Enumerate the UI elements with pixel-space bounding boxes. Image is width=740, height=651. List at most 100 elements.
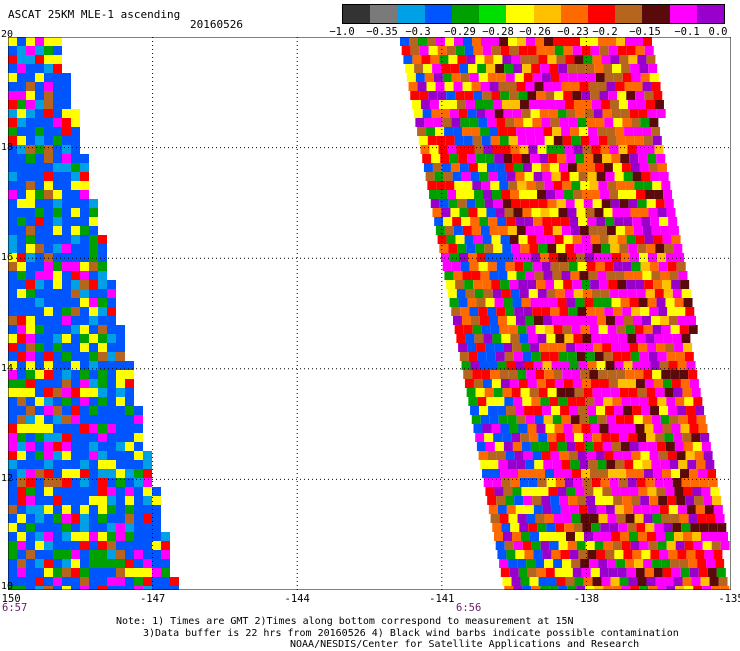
swath-cell bbox=[515, 217, 525, 226]
swath-cell bbox=[35, 343, 44, 352]
swath-cell bbox=[593, 487, 603, 496]
swath-cell bbox=[613, 118, 623, 127]
swath-cell bbox=[134, 532, 143, 541]
swath-cell bbox=[562, 181, 572, 190]
swath-cell bbox=[584, 154, 594, 163]
map-date: 20160526 bbox=[190, 18, 243, 31]
swath-cell bbox=[125, 361, 134, 370]
swath-cell bbox=[35, 163, 44, 172]
swath-cell bbox=[482, 469, 492, 478]
swath-cell bbox=[459, 352, 469, 361]
swath-cell bbox=[548, 442, 558, 451]
swath-cell bbox=[571, 370, 581, 379]
swath-cell bbox=[503, 154, 513, 163]
swath-cell bbox=[8, 82, 17, 91]
swath-cell bbox=[634, 559, 644, 568]
swath-cell bbox=[593, 109, 603, 118]
swath-cell bbox=[490, 37, 499, 46]
swath-cell bbox=[548, 343, 558, 352]
swath-cell bbox=[71, 307, 80, 316]
swath-cell bbox=[545, 46, 555, 55]
swath-cell bbox=[543, 460, 553, 469]
swath-cell bbox=[601, 199, 611, 208]
swath-cell bbox=[535, 514, 545, 523]
swath-cell bbox=[432, 208, 442, 217]
swath-cell bbox=[656, 298, 666, 307]
swath-cell bbox=[26, 280, 35, 289]
swath-cell bbox=[492, 100, 502, 109]
swath-cell bbox=[697, 559, 707, 568]
swath-cell bbox=[713, 505, 723, 514]
swath-cell bbox=[62, 478, 71, 487]
swath-cell bbox=[26, 532, 35, 541]
swath-cell bbox=[89, 361, 98, 370]
swath-cell bbox=[575, 442, 585, 451]
swath-cell bbox=[26, 289, 35, 298]
swath-cell bbox=[640, 451, 650, 460]
swath-cell bbox=[441, 253, 451, 262]
swath-cell bbox=[26, 451, 35, 460]
swath-cell bbox=[459, 64, 469, 73]
swath-cell bbox=[688, 325, 698, 334]
swath-cell bbox=[506, 361, 516, 370]
swath-cell bbox=[522, 163, 532, 172]
swath-cell bbox=[450, 208, 460, 217]
swath-cell bbox=[80, 514, 89, 523]
swath-cell bbox=[62, 586, 71, 590]
swath-cell bbox=[17, 397, 26, 406]
swath-cell bbox=[615, 271, 625, 280]
swath-cell bbox=[460, 73, 470, 82]
swath-cell bbox=[500, 424, 510, 433]
swath-cell bbox=[62, 280, 71, 289]
swath-cell bbox=[71, 523, 80, 532]
swath-cell bbox=[526, 559, 536, 568]
swath-cell bbox=[71, 298, 80, 307]
swath-cell bbox=[44, 379, 53, 388]
swath-cell bbox=[528, 190, 538, 199]
swath-cell bbox=[44, 109, 53, 118]
swath-cell bbox=[505, 496, 515, 505]
swath-cell bbox=[53, 253, 62, 262]
swath-cell bbox=[544, 181, 554, 190]
swath-cell bbox=[603, 64, 613, 73]
swath-cell bbox=[588, 271, 598, 280]
swath-cell bbox=[545, 235, 555, 244]
swath-cell bbox=[98, 253, 107, 262]
swath-cell bbox=[695, 406, 705, 415]
swath-cell bbox=[670, 325, 680, 334]
swath-cell bbox=[691, 532, 701, 541]
swath-cell bbox=[510, 145, 520, 154]
swath-cell bbox=[671, 568, 681, 577]
swath-cell bbox=[479, 172, 489, 181]
swath-cell bbox=[471, 82, 481, 91]
swath-cell bbox=[509, 424, 519, 433]
swath-cell bbox=[614, 217, 624, 226]
swath-cell bbox=[35, 37, 44, 46]
swath-cell bbox=[53, 181, 62, 190]
swath-cell bbox=[152, 559, 161, 568]
swath-cell bbox=[572, 235, 582, 244]
swath-cell bbox=[551, 217, 561, 226]
swath-cell bbox=[35, 388, 44, 397]
swath-cell bbox=[125, 586, 134, 590]
swath-cell bbox=[682, 433, 692, 442]
swath-cell bbox=[499, 37, 508, 46]
swath-cell bbox=[53, 559, 62, 568]
swath-cell bbox=[583, 244, 593, 253]
swath-cell bbox=[479, 217, 489, 226]
swath-cell bbox=[107, 307, 116, 316]
swath-cell bbox=[630, 541, 640, 550]
swath-cell bbox=[666, 208, 676, 217]
swath-cell bbox=[44, 388, 53, 397]
swath-cell bbox=[681, 523, 691, 532]
swath-cell bbox=[647, 298, 657, 307]
swath-cell bbox=[125, 460, 134, 469]
swath-cell bbox=[71, 325, 80, 334]
swath-cell bbox=[615, 415, 625, 424]
swath-cell bbox=[572, 469, 582, 478]
swath-cell bbox=[89, 550, 98, 559]
swath-cell bbox=[53, 100, 62, 109]
swath-cell bbox=[17, 532, 26, 541]
swath-cell bbox=[35, 127, 44, 136]
swath-cell bbox=[80, 469, 89, 478]
